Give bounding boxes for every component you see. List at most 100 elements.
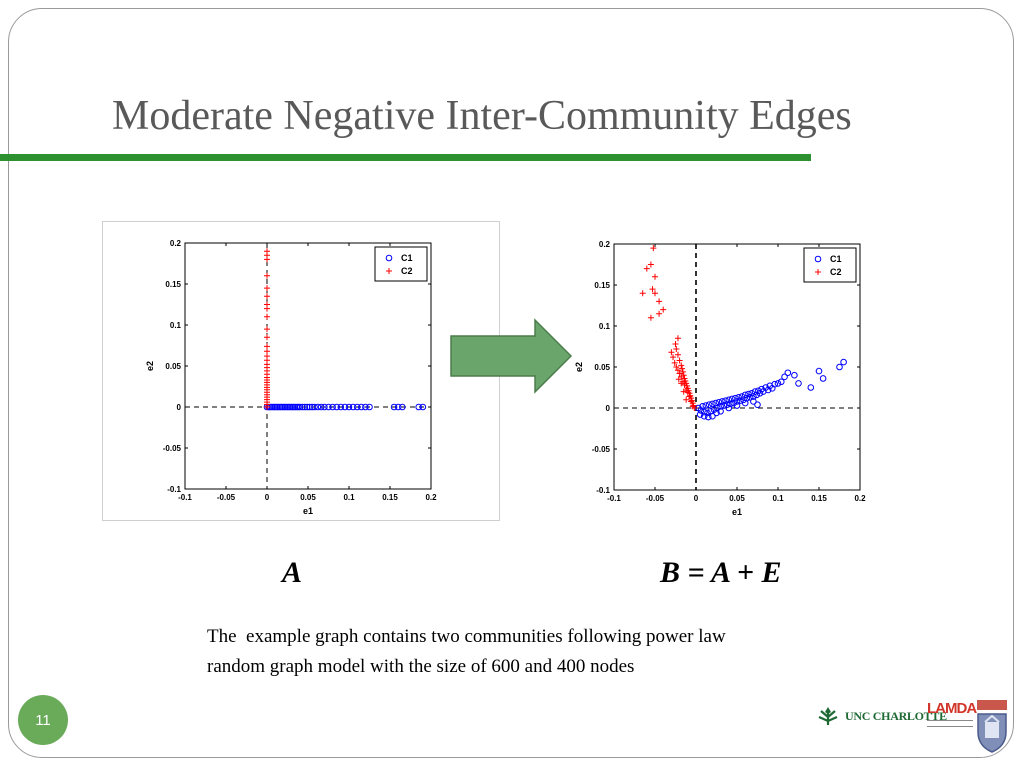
data-point-c2 — [264, 248, 270, 255]
x-tick-label: 0.05 — [729, 494, 745, 503]
x-tick-label: -0.05 — [646, 494, 665, 503]
data-point-c2 — [680, 388, 687, 395]
x-axis-label: e1 — [732, 507, 742, 517]
data-point-c2 — [678, 380, 685, 387]
data-point-c1 — [819, 375, 827, 382]
data-point-c1 — [353, 403, 361, 411]
data-point-c1 — [771, 380, 779, 388]
data-point-c2 — [675, 376, 682, 383]
data-point-c2 — [660, 306, 667, 313]
legend-marker — [386, 268, 392, 274]
data-point-c1 — [301, 403, 309, 411]
page-number-badge: 11 — [18, 695, 68, 745]
data-point-c1 — [329, 403, 336, 411]
data-point-c2 — [264, 313, 270, 320]
x-tick-label: -0.1 — [178, 493, 192, 502]
data-point-c1 — [722, 397, 729, 404]
data-point-c1 — [746, 394, 754, 401]
data-point-c1 — [756, 389, 764, 397]
y-tick-label: -0.05 — [163, 444, 182, 453]
plot-area — [613, 243, 861, 491]
data-point-c1 — [419, 403, 427, 411]
y-tick-label: 0.1 — [170, 321, 182, 330]
university-seal-icon — [977, 700, 1007, 753]
legend-label: C1 — [830, 254, 842, 264]
legend-marker — [385, 254, 393, 262]
data-point-c1 — [296, 403, 304, 411]
data-point-c1 — [774, 380, 782, 387]
data-point-c1 — [741, 399, 749, 407]
data-point-c2 — [264, 343, 270, 350]
data-point-c1 — [807, 384, 815, 391]
data-point-c1 — [399, 403, 406, 411]
right-arrow-icon — [450, 318, 573, 394]
data-point-c2 — [681, 382, 688, 389]
x-tick-label: 0.1 — [343, 493, 355, 502]
data-point-c1 — [713, 409, 720, 417]
data-point-c1 — [705, 401, 713, 409]
data-point-c1 — [725, 396, 733, 404]
data-point-c1 — [753, 391, 760, 399]
data-point-c1 — [699, 403, 706, 410]
data-point-c2 — [652, 273, 658, 280]
legend-label: C2 — [830, 267, 842, 277]
data-point-c1 — [317, 403, 325, 411]
data-point-c1 — [349, 403, 357, 411]
data-point-c2 — [689, 403, 696, 410]
x-tick-label: -0.05 — [217, 493, 236, 502]
data-point-c1 — [777, 378, 785, 386]
y-tick-label: 0.15 — [165, 280, 181, 289]
data-point-c2 — [264, 326, 270, 333]
data-point-c2 — [670, 354, 677, 361]
data-point-c1 — [733, 398, 741, 405]
data-point-c1 — [784, 369, 792, 377]
data-point-c1 — [709, 400, 716, 408]
data-point-c1 — [337, 403, 345, 411]
title-rule — [0, 154, 811, 161]
data-point-c1 — [718, 398, 726, 405]
description-text: The example graph contains two communiti… — [207, 626, 726, 677]
data-point-c1 — [815, 367, 823, 375]
data-point-c1 — [700, 412, 708, 420]
legend-box — [374, 246, 428, 282]
x-tick-label: 0.15 — [382, 493, 398, 502]
data-point-c1 — [781, 373, 788, 381]
unc-logo-text: UNC CHARLOTTE — [845, 708, 947, 723]
caption-b: B = A + E — [660, 556, 782, 589]
data-point-c2 — [650, 245, 657, 252]
data-point-c1 — [390, 403, 398, 411]
unc-charlotte-logo: UNC CHARLOTTE — [815, 705, 947, 727]
data-point-c2 — [652, 290, 658, 297]
data-point-c1 — [702, 402, 710, 409]
data-point-c2 — [264, 285, 270, 292]
y-tick-label: 0 — [606, 404, 611, 413]
x-axis-label: e1 — [303, 506, 313, 516]
data-point-c2 — [681, 375, 688, 382]
data-point-c2 — [683, 396, 690, 403]
data-point-c1 — [715, 398, 723, 406]
x-tick-label: 0.1 — [772, 494, 784, 503]
data-point-c1 — [696, 411, 704, 418]
data-point-c1 — [750, 398, 757, 405]
data-point-c1 — [840, 358, 847, 366]
data-point-c1 — [754, 401, 761, 409]
data-point-c1 — [314, 403, 322, 411]
y-tick-label: 0.1 — [599, 322, 611, 331]
y-axis-label: e2 — [145, 361, 155, 371]
data-point-c1 — [303, 403, 311, 411]
data-point-c2 — [674, 351, 681, 358]
data-point-c2 — [671, 359, 678, 366]
data-point-c2 — [674, 335, 681, 342]
data-point-c1 — [764, 386, 772, 394]
chart-a: -0.1 -0.05 0 0.05 0.1 0.15 0.2 -0.1 -0.05 0 0.05 0.… — [102, 221, 500, 521]
data-point-c1 — [415, 403, 423, 411]
caption-a: A — [282, 556, 303, 589]
y-tick-label: -0.05 — [592, 445, 611, 454]
data-point-c2 — [656, 298, 663, 305]
y-tick-label: 0.15 — [594, 281, 610, 290]
data-point-c2 — [264, 334, 270, 341]
data-point-c2 — [647, 314, 654, 321]
lamda-logo: LAMDA — [927, 700, 977, 727]
data-point-c1 — [704, 409, 711, 417]
data-point-c2 — [668, 349, 675, 356]
